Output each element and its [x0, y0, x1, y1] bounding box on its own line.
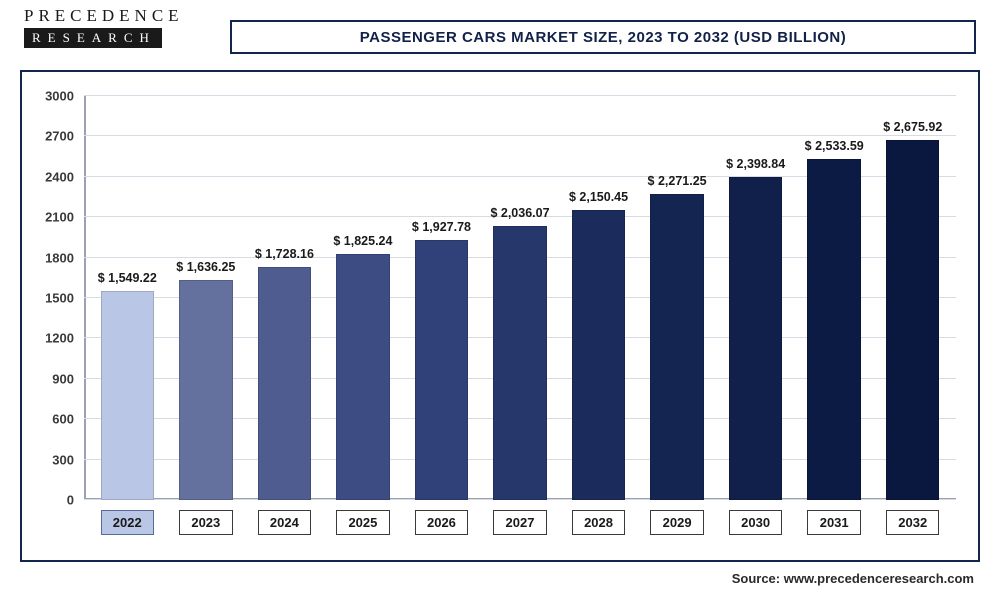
bar-rect — [179, 280, 232, 500]
bar-slot: $ 2,675.922032 — [873, 96, 952, 500]
chart-title-bar: PASSENGER CARS MARKET SIZE, 2023 TO 2032… — [230, 20, 976, 54]
y-tick-label: 3000 — [45, 89, 84, 104]
bar-value-label: $ 1,728.16 — [255, 247, 314, 261]
chart-title: PASSENGER CARS MARKET SIZE, 2023 TO 2032… — [360, 29, 847, 46]
bar-slot: $ 2,036.072027 — [481, 96, 560, 500]
bar-value-label: $ 2,150.45 — [569, 190, 628, 204]
y-tick-label: 2100 — [45, 210, 84, 225]
bar-value-label: $ 2,398.84 — [726, 157, 785, 171]
x-category-label: 2024 — [258, 510, 311, 535]
bar-value-label: $ 1,549.22 — [98, 271, 157, 285]
bar-rect — [650, 194, 703, 500]
chart-frame: 0 300 600 900 1200 1500 1800 2100 2400 2700 3000 $… — [20, 70, 980, 562]
bar-value-label: $ 1,927.78 — [412, 220, 471, 234]
x-category-label: 2027 — [493, 510, 546, 535]
bar-rect — [807, 159, 860, 500]
bar-slot: $ 1,636.252023 — [167, 96, 246, 500]
bar-value-label: $ 1,825.24 — [333, 234, 392, 248]
bar-value-label: $ 1,636.25 — [176, 260, 235, 274]
bar-rect — [336, 254, 389, 500]
bar-rect — [729, 177, 782, 500]
bar-rect — [258, 267, 311, 500]
bar-slot: $ 2,271.252029 — [638, 96, 717, 500]
y-tick-label: 900 — [52, 371, 84, 386]
source-attribution: Source: www.precedenceresearch.com — [732, 571, 974, 586]
logo-bottom-text: RESEARCH — [24, 28, 162, 48]
bar-slot: $ 1,549.222022 — [88, 96, 167, 500]
bar-rect — [886, 140, 939, 500]
x-category-label: 2022 — [101, 510, 154, 535]
bar-rect — [101, 291, 154, 500]
x-category-label: 2025 — [336, 510, 389, 535]
y-tick-label: 2400 — [45, 169, 84, 184]
y-tick-label: 1500 — [45, 291, 84, 306]
y-tick-label: 2700 — [45, 129, 84, 144]
y-tick-label: 1200 — [45, 331, 84, 346]
bar-rect — [572, 210, 625, 500]
bar-rect — [415, 240, 468, 500]
x-category-label: 2026 — [415, 510, 468, 535]
bar-value-label: $ 2,675.92 — [883, 120, 942, 134]
bar-value-label: $ 2,533.59 — [805, 139, 864, 153]
bar-slot: $ 2,398.842030 — [716, 96, 795, 500]
chart-plot-area: 03006009001200150018002100240027003000 $… — [84, 96, 956, 500]
bar-slot: $ 2,150.452028 — [559, 96, 638, 500]
x-category-label: 2023 — [179, 510, 232, 535]
bar-value-label: $ 2,036.07 — [490, 206, 549, 220]
x-category-label: 2030 — [729, 510, 782, 535]
bar-slot: $ 2,533.592031 — [795, 96, 874, 500]
bar-slot: $ 1,927.782026 — [402, 96, 481, 500]
bar-slot: $ 1,728.162024 — [245, 96, 324, 500]
logo-top-text: PRECEDENCE — [24, 6, 194, 26]
brand-logo: PRECEDENCE RESEARCH — [24, 6, 194, 48]
bar-value-label: $ 2,271.25 — [648, 174, 707, 188]
x-category-label: 2029 — [650, 510, 703, 535]
bar-slot: $ 1,825.242025 — [324, 96, 403, 500]
x-category-label: 2032 — [886, 510, 939, 535]
y-tick-label: 0 — [67, 493, 84, 508]
bars-container: $ 1,549.222022$ 1,636.252023$ 1,728.1620… — [84, 96, 956, 500]
y-tick-label: 1800 — [45, 250, 84, 265]
x-category-label: 2028 — [572, 510, 625, 535]
y-tick-label: 600 — [52, 412, 84, 427]
x-category-label: 2031 — [807, 510, 860, 535]
y-tick-label: 300 — [52, 452, 84, 467]
bar-rect — [493, 226, 546, 500]
